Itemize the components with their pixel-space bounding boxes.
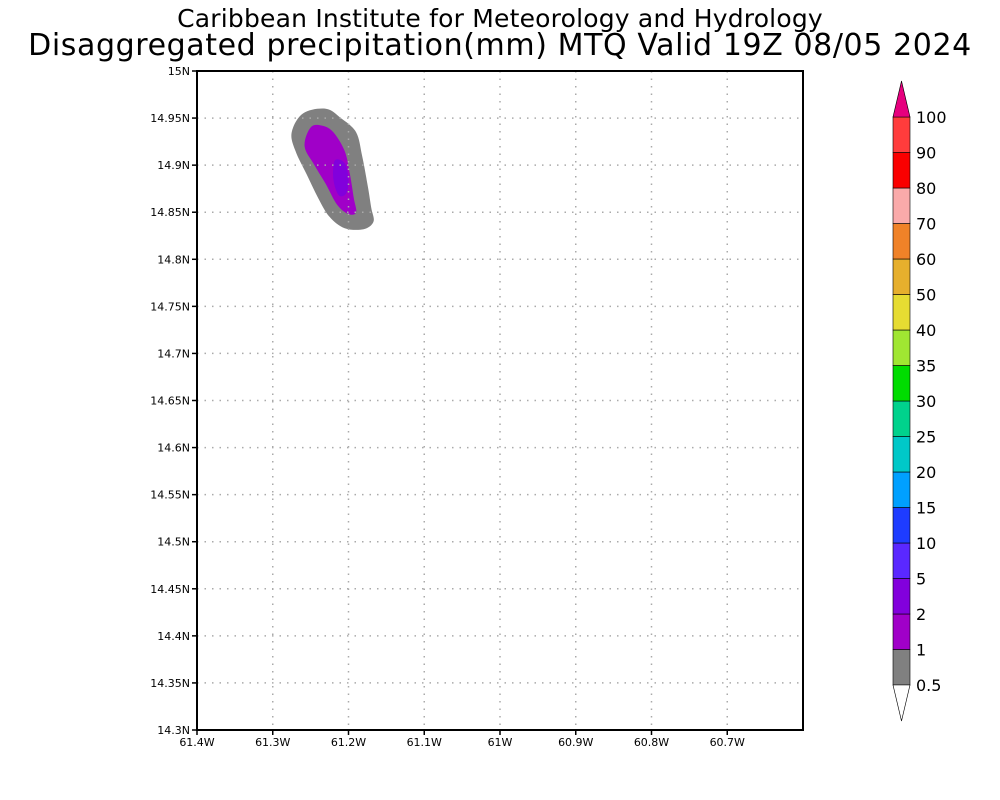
colorbar-label: 2 xyxy=(916,605,926,624)
colorbar-label: 80 xyxy=(916,179,936,198)
colorbar-swatch xyxy=(892,542,911,579)
colorbar-label: 1 xyxy=(916,641,926,660)
y-tick-label: 14.85N xyxy=(150,206,190,219)
y-tick-label: 14.35N xyxy=(150,677,190,690)
colorbar-swatch xyxy=(892,187,911,224)
x-tick-label: 61.4W xyxy=(179,736,214,749)
x-tick-label: 61.2W xyxy=(331,736,366,749)
colorbar-label: 35 xyxy=(916,357,936,376)
colorbar-label: 10 xyxy=(916,534,936,553)
y-tick-label: 14.75N xyxy=(150,300,190,313)
colorbar-label: 20 xyxy=(916,463,936,482)
contour-layer xyxy=(291,108,374,230)
colorbar-label: 70 xyxy=(916,215,936,234)
y-tick-label: 14.6N xyxy=(157,442,190,455)
colorbar-swatch xyxy=(892,613,911,650)
colorbar-label: 50 xyxy=(916,286,936,305)
colorbar-label: 30 xyxy=(916,392,936,411)
x-tick-label: 60.7W xyxy=(710,736,745,749)
y-tick-label: 14.5N xyxy=(157,536,190,549)
colorbar-swatch xyxy=(892,578,911,615)
chart-subtitle: Disaggregated precipitation(mm) MTQ Vali… xyxy=(28,28,972,63)
chart-title: Caribbean Institute for Meteorology and … xyxy=(177,4,823,33)
colorbar-label: 25 xyxy=(916,428,936,447)
y-tick-label: 14.95N xyxy=(150,112,190,125)
colorbar-label: 40 xyxy=(916,321,936,340)
colorbar-swatch xyxy=(892,436,911,473)
colorbar-top-arrow xyxy=(892,80,911,118)
colorbar-label: 90 xyxy=(916,144,936,163)
y-tick-label: 14.45N xyxy=(150,583,190,596)
colorbar-swatch xyxy=(892,116,911,153)
colorbar-label: 15 xyxy=(916,499,936,518)
colorbar-label: 5 xyxy=(916,570,926,589)
contour-2 xyxy=(333,159,349,197)
x-tick-label: 61W xyxy=(488,736,513,749)
colorbar-label: 0.5 xyxy=(916,676,941,695)
y-tick-label: 14.3N xyxy=(157,724,190,737)
x-tick-label: 61.1W xyxy=(407,736,442,749)
colorbar-label: 100 xyxy=(916,108,947,127)
y-tick-label: 14.7N xyxy=(157,347,190,360)
colorbar-swatch xyxy=(892,649,911,686)
y-tick-label: 14.4N xyxy=(157,630,190,643)
y-tick-label: 14.65N xyxy=(150,395,190,408)
colorbar-swatch xyxy=(892,329,911,366)
colorbar-swatch xyxy=(892,471,911,508)
colorbar-swatch xyxy=(892,365,911,402)
colorbar-swatch xyxy=(892,294,911,331)
colorbar-label: 60 xyxy=(916,250,936,269)
colorbar-swatch xyxy=(892,507,911,544)
axis-ticks: 61.4W 61.3W 61.2W 61.1W 61W 60.9W 60.8W 60.7W 14… xyxy=(150,65,745,749)
y-tick-label: 14.55N xyxy=(150,489,190,502)
y-tick-label: 14.8N xyxy=(157,253,190,266)
colorbar-swatch xyxy=(892,152,911,189)
x-tick-label: 61.3W xyxy=(255,736,290,749)
x-tick-label: 60.8W xyxy=(634,736,669,749)
colorbar-swatch xyxy=(892,258,911,295)
grid-layer xyxy=(197,71,803,730)
colorbar-swatch xyxy=(892,400,911,437)
y-tick-label: 15N xyxy=(168,65,190,78)
x-tick-label: 60.9W xyxy=(558,736,593,749)
colorbar-bottom-arrow xyxy=(892,684,911,722)
y-tick-label: 14.9N xyxy=(157,159,190,172)
colorbar-swatch xyxy=(892,223,911,260)
